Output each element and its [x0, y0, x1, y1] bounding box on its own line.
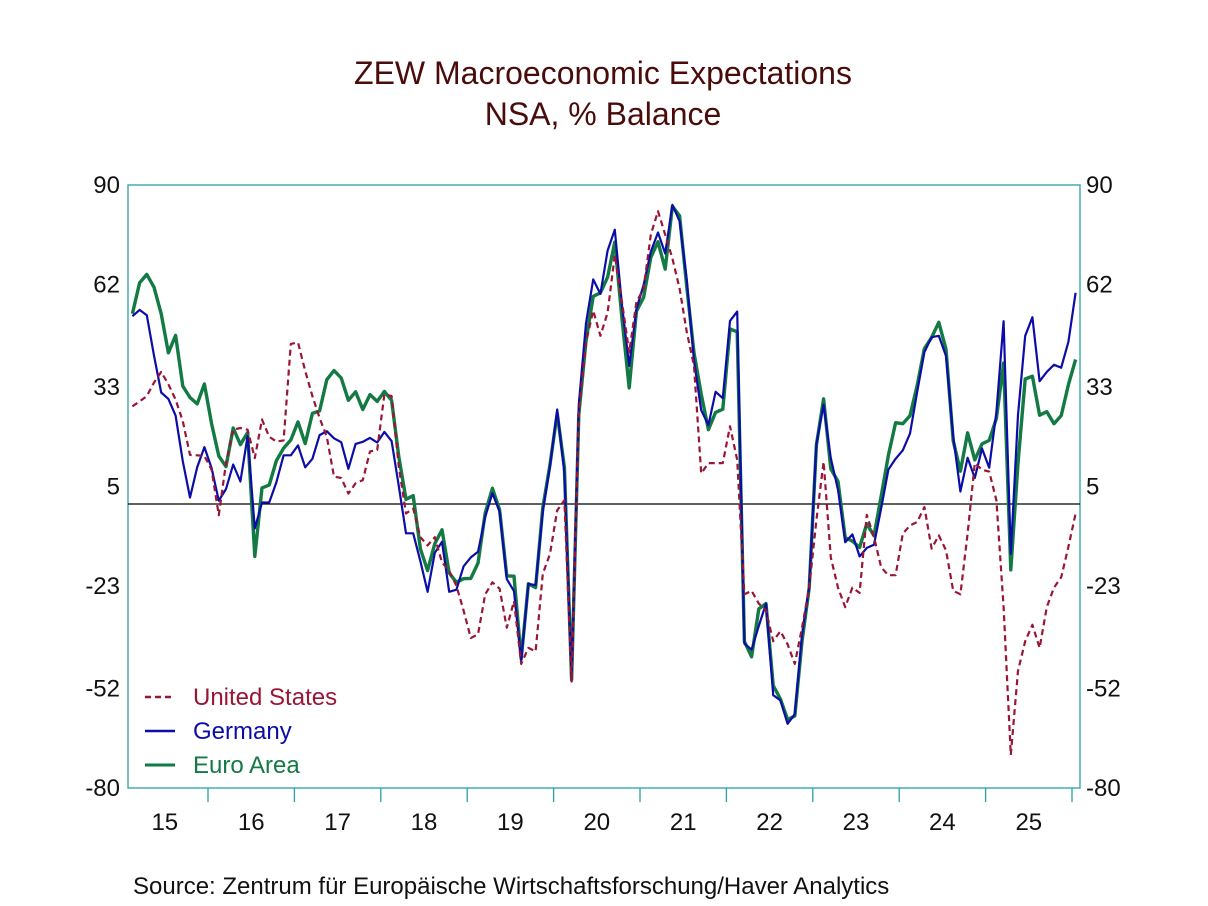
y-tick-label-right: 5 — [1086, 474, 1099, 501]
y-tick-label-right: -23 — [1086, 573, 1121, 600]
y-tick-label-right: 62 — [1086, 271, 1113, 298]
x-tick-label: 23 — [843, 809, 870, 836]
source-note: Source: Zentrum für Europäische Wirtscha… — [133, 873, 889, 900]
x-tick-label: 22 — [756, 809, 783, 836]
y-tick-label-left: 62 — [93, 271, 120, 298]
y-tick-label-left: 5 — [107, 474, 120, 501]
legend-label-euro-area: Euro Area — [193, 752, 300, 779]
x-tick-label: 20 — [583, 809, 610, 836]
x-tick-label: 16 — [238, 809, 265, 836]
chart-title: ZEW Macroeconomic Expectations — [354, 55, 852, 91]
legend-label-germany: Germany — [193, 718, 292, 745]
series-line-euro-area — [130, 204, 1078, 722]
plot-frame — [127, 184, 1081, 789]
series-line-united-states — [131, 210, 1077, 757]
x-tick-label: 17 — [324, 809, 351, 836]
y-tick-label-right: -80 — [1086, 775, 1121, 802]
y-tick-label-right: 33 — [1086, 374, 1113, 401]
x-tick-label: 24 — [929, 809, 956, 836]
x-tick-label: 25 — [1015, 809, 1042, 836]
y-tick-label-right: -52 — [1086, 676, 1121, 703]
y-tick-label-left: -23 — [85, 573, 120, 600]
series-line-germany — [131, 203, 1077, 725]
y-tick-label-left: 90 — [93, 172, 120, 199]
x-tick-label: 18 — [411, 809, 438, 836]
y-tick-label-left: -80 — [85, 775, 120, 802]
y-tick-label-left: 33 — [93, 374, 120, 401]
legend: United States Germany Euro Area — [145, 684, 337, 779]
chart-subtitle: NSA, % Balance — [485, 96, 722, 132]
x-tick-label: 19 — [497, 809, 524, 836]
y-tick-label-left: -52 — [85, 676, 120, 703]
y-tick-label-right: 90 — [1086, 172, 1113, 199]
x-tick-label: 15 — [151, 809, 178, 836]
legend-label-united-states: United States — [193, 684, 337, 711]
x-tick-label: 21 — [670, 809, 697, 836]
